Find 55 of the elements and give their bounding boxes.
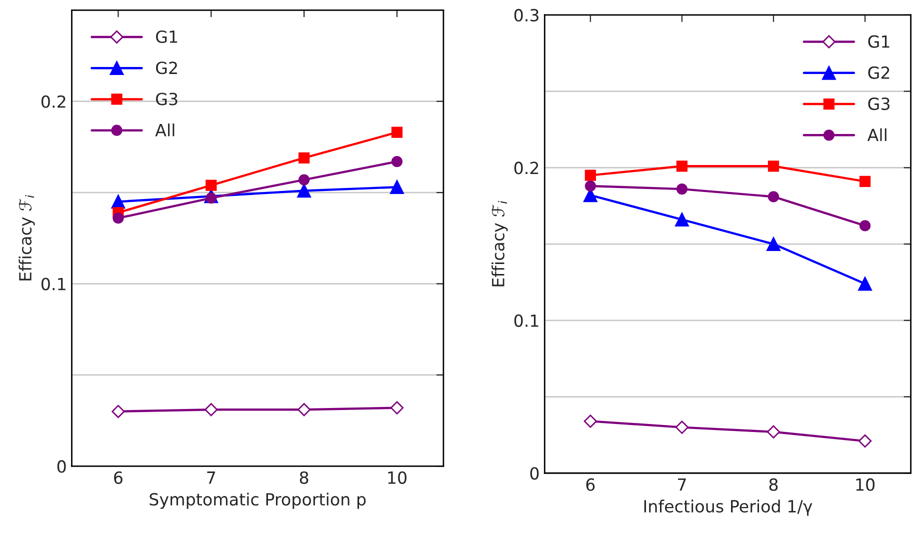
- point: [204, 403, 218, 416]
- point: [858, 434, 872, 448]
- y-tick-label: 0.2: [514, 162, 538, 174]
- y-tick-label: 0: [530, 467, 539, 480]
- point: [676, 184, 688, 195]
- point: [858, 276, 872, 291]
- point: [859, 176, 871, 187]
- point: [390, 180, 404, 194]
- point: [297, 184, 312, 198]
- x-tick-label: 6: [586, 478, 595, 491]
- x-axis-title: Symptomatic Proportion p: [150, 492, 366, 509]
- legend-label: G1: [156, 30, 178, 44]
- point: [766, 425, 780, 438]
- legend-label: All: [867, 128, 886, 142]
- point: [584, 180, 596, 192]
- point: [675, 212, 689, 227]
- legend-label: All: [155, 124, 174, 136]
- y-tick-label: 0.1: [41, 278, 66, 290]
- point: [298, 174, 310, 186]
- x-axis-title: Infectious Period 1/γ: [644, 500, 812, 516]
- point: [766, 237, 780, 251]
- x-tick-label: 10: [856, 478, 875, 491]
- x-tick-label: 7: [207, 472, 216, 484]
- y-tick-label: 0.2: [41, 95, 66, 108]
- x-tick-label: 6: [114, 471, 122, 484]
- point: [297, 403, 311, 416]
- point: [298, 152, 310, 164]
- legend-label: G2: [868, 66, 890, 79]
- point: [112, 212, 124, 224]
- point: [391, 126, 403, 138]
- point: [390, 401, 404, 414]
- x-tick-label: 7: [678, 478, 686, 491]
- point: [584, 414, 597, 428]
- point: [584, 170, 596, 181]
- y-axis-title: Efficacy ℱ$_{i}$: [18, 194, 35, 280]
- x-tick-label: 8: [300, 471, 308, 484]
- legend-label: G3: [156, 92, 178, 106]
- y-tick-label: 0.1: [514, 314, 538, 327]
- legend-label: G2: [156, 62, 177, 74]
- x-tick-label: 10: [388, 471, 406, 484]
- legend-label: G1: [868, 35, 890, 48]
- point: [768, 191, 780, 202]
- y-tick-label: 0.3: [514, 8, 538, 22]
- point: [112, 404, 125, 418]
- point: [675, 420, 689, 434]
- point: [859, 220, 871, 232]
- point: [768, 160, 780, 172]
- point: [391, 156, 403, 168]
- y-tick-label: 0: [57, 460, 66, 473]
- x-tick-label: 8: [769, 478, 778, 491]
- point: [676, 160, 688, 172]
- legend-label: G3: [868, 98, 890, 110]
- point: [206, 192, 217, 204]
- y-axis-title: Efficacy ℱ$_{i}$: [492, 200, 508, 286]
- point: [206, 180, 217, 191]
